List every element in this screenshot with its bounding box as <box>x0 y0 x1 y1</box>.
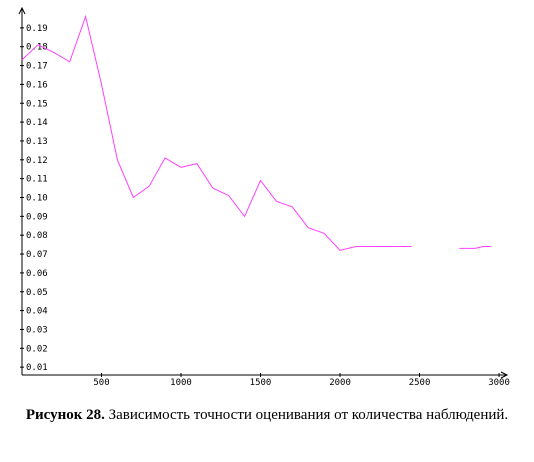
y-tick-label: 0.17 <box>26 62 48 72</box>
series-line <box>21 14 492 251</box>
x-tick-label: 2500 <box>409 378 431 388</box>
y-tick-label: 0.16 <box>26 80 48 90</box>
y-tick-label: 0.11 <box>26 175 48 185</box>
y-tick-label: 0.01 <box>26 363 48 373</box>
x-tick-label: 500 <box>93 378 109 388</box>
chart: 0.01 0.02 0.03 0.04 0.05 0.06 0.07 0.08 0.09 0.10… <box>18 6 510 388</box>
series-segment <box>21 14 412 251</box>
y-tick-label: 0.02 <box>26 344 48 354</box>
y-tick-label: 0.13 <box>26 137 48 147</box>
x-axis-arrow <box>500 371 509 379</box>
y-tick-label: 0.09 <box>26 212 48 222</box>
y-tick-label: 0.06 <box>26 269 48 279</box>
y-axis-ticks: 0.01 0.02 0.03 0.04 0.05 0.06 0.07 0.08 0.09 0.10… <box>20 24 48 373</box>
y-tick-label: 0.05 <box>26 288 48 298</box>
caption-label: Рисунок 28. <box>25 407 105 423</box>
caption-text: Зависимость точности оценивания от колич… <box>108 407 509 423</box>
y-tick-label: 0.15 <box>26 99 48 109</box>
y-tick-label: 0.07 <box>26 250 48 260</box>
y-tick-label: 0.19 <box>26 24 48 34</box>
y-tick-label: 0.08 <box>26 231 48 241</box>
y-tick-label: 0.03 <box>26 325 48 335</box>
y-tick-label: 0.14 <box>26 118 48 128</box>
y-tick-label: 0.18 <box>26 43 48 53</box>
y-axis-arrow <box>18 6 26 15</box>
axes <box>18 6 509 379</box>
y-tick-label: 0.04 <box>26 307 48 317</box>
x-tick-label: 1000 <box>170 378 192 388</box>
x-tick-label: 2000 <box>329 378 351 388</box>
series-segment <box>459 246 492 249</box>
x-tick-label: 3000 <box>488 378 510 388</box>
y-tick-label: 0.12 <box>26 156 48 166</box>
figure-caption: Рисунок 28. Зависимость точности оценива… <box>0 406 534 424</box>
x-axis-ticks: 500 1000 1500 2000 2500 3000 <box>93 373 510 388</box>
x-tick-label: 1500 <box>250 378 272 388</box>
y-tick-label: 0.10 <box>26 194 48 204</box>
